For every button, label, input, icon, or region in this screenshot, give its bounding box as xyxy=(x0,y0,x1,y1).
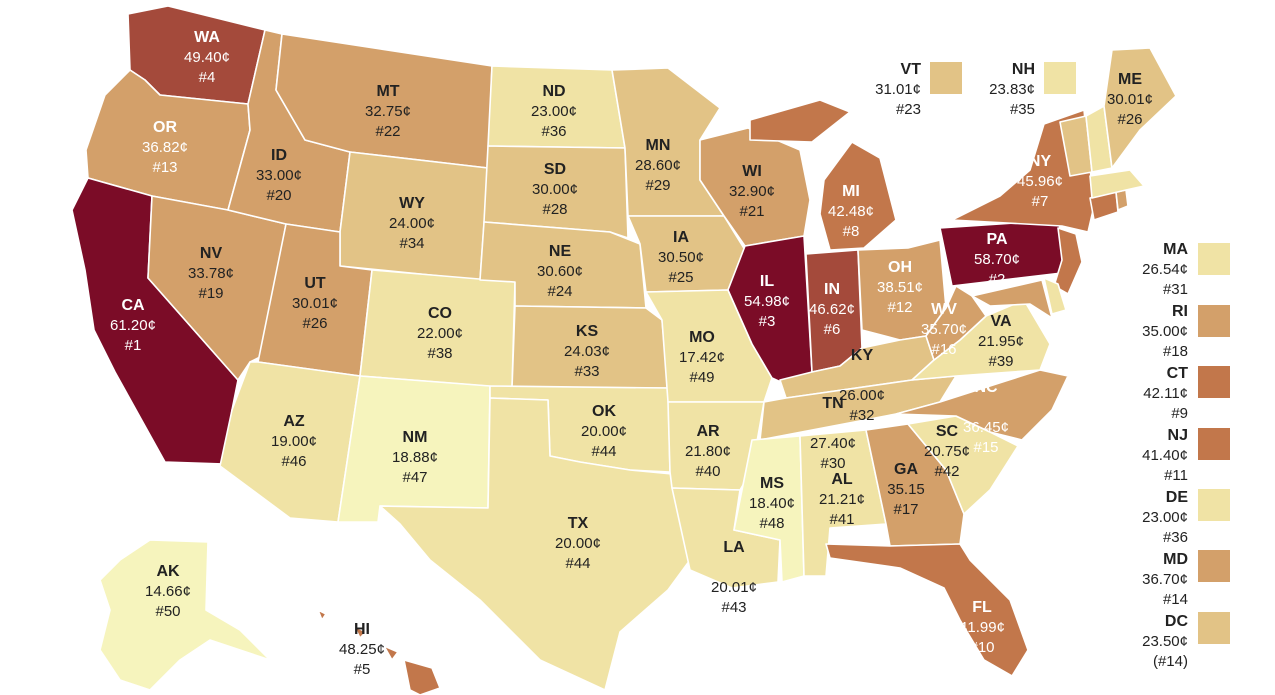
state-tn[interactable] xyxy=(759,375,957,441)
label-sd: SD 30.00¢ #28 xyxy=(532,161,578,218)
label-nc: NC 36.45¢ #15 xyxy=(963,379,1009,456)
callout-ma: MA 26.54¢ #31 xyxy=(1142,241,1188,298)
label-ks: KS 24.03¢ #33 xyxy=(564,323,610,380)
state-wv[interactable] xyxy=(925,285,987,361)
label-tx: TX 20.00¢ #44 xyxy=(555,515,601,572)
swatch-md xyxy=(1198,550,1230,582)
state-nc[interactable] xyxy=(895,369,1069,441)
callout-ri: RI 35.00¢ #18 xyxy=(1142,303,1188,360)
state-ak[interactable] xyxy=(99,539,271,691)
state-hi[interactable] xyxy=(317,609,441,695)
swatch-nj xyxy=(1198,428,1230,460)
label-nm: NM 18.88¢ #47 xyxy=(392,429,438,486)
label-il: IL 54.98¢ #3 xyxy=(744,273,790,330)
label-or: OR 36.82¢ #13 xyxy=(142,119,188,176)
label-ca: CA 61.20¢ #1 xyxy=(110,297,156,354)
swatch-ct xyxy=(1198,366,1230,398)
state-ri[interactable] xyxy=(1115,189,1129,211)
state-la[interactable] xyxy=(671,487,781,589)
label-oh: OH 38.51¢ #12 xyxy=(877,259,923,316)
label-ms: MS 18.40¢ #48 xyxy=(749,475,795,532)
label-pa: PA 58.70¢ #2 xyxy=(974,231,1020,288)
swatch-vt xyxy=(930,62,962,94)
callout-nj: NJ 41.40¢ #11 xyxy=(1142,427,1188,484)
label-ia: IA 30.50¢ #25 xyxy=(658,229,704,286)
label-wa: WA 49.40¢ #4 xyxy=(184,29,230,86)
swatch-dc xyxy=(1198,612,1230,644)
callout-md: MD 36.70¢ #14 xyxy=(1142,551,1188,608)
label-hi: HI 48.25¢ #5 xyxy=(339,621,385,678)
state-ny[interactable] xyxy=(951,109,1095,233)
label-mn: MN 28.60¢ #29 xyxy=(635,137,681,194)
state-tx[interactable] xyxy=(379,397,691,691)
callout-vt: VT 31.01¢ #23 xyxy=(875,61,921,118)
label-in: IN 46.62¢ #6 xyxy=(809,281,855,338)
label-al: AL 21.21¢ #41 xyxy=(819,471,865,528)
label-tn: TN 27.40¢ #30 xyxy=(810,395,856,472)
label-mt: MT 32.75¢ #22 xyxy=(365,83,411,140)
label-fl: FL 41.99¢ #10 xyxy=(959,599,1005,656)
state-ma[interactable] xyxy=(1089,169,1145,199)
label-ok: OK 20.00¢ #44 xyxy=(581,403,627,460)
state-de[interactable] xyxy=(1043,277,1067,315)
label-id: ID 33.00¢ #20 xyxy=(256,147,302,204)
label-ut: UT 30.01¢ #26 xyxy=(292,275,338,332)
callout-de: DE 23.00¢ #36 xyxy=(1142,489,1188,546)
label-va: VA 21.95¢ #39 xyxy=(978,313,1024,370)
label-me: ME 30.01¢ #26 xyxy=(1107,71,1153,128)
label-ga: GA 35.15 #17 xyxy=(887,461,925,518)
label-wy: WY 24.00¢ #34 xyxy=(389,195,435,252)
state-mi[interactable] xyxy=(749,99,897,251)
label-mi: MI 42.48¢ #8 xyxy=(828,183,874,240)
label-mo: MO 17.42¢ #49 xyxy=(679,329,725,386)
label-az: AZ 19.00¢ #46 xyxy=(271,413,317,470)
label-nd: ND 23.00¢ #36 xyxy=(531,83,577,140)
swatch-de xyxy=(1198,489,1230,521)
state-nj[interactable] xyxy=(1053,227,1083,295)
state-me[interactable] xyxy=(1103,47,1177,169)
label-co: CO 22.00¢ #38 xyxy=(417,305,463,362)
label-la: LA 20.01¢ #43 xyxy=(711,539,757,616)
label-ny: NY 45.96¢ #7 xyxy=(1017,153,1063,210)
label-sc: SC 20.75¢ #42 xyxy=(924,423,970,480)
state-fl[interactable] xyxy=(825,543,1029,677)
label-ak: AK 14.66¢ #50 xyxy=(145,563,191,620)
label-ar: AR 21.80¢ #40 xyxy=(685,423,731,480)
label-ne: NE 30.60¢ #24 xyxy=(537,243,583,300)
label-wv: WV 35.70¢ #16 xyxy=(921,301,967,358)
callout-dc: DC 23.50¢ (#14) xyxy=(1142,613,1188,670)
swatch-nh xyxy=(1044,62,1076,94)
state-md[interactable] xyxy=(971,279,1053,319)
callout-ct: CT 42.11¢ #9 xyxy=(1143,365,1188,422)
swatch-ma xyxy=(1198,243,1230,275)
label-wi: WI 32.90¢ #21 xyxy=(729,163,775,220)
label-nv: NV 33.78¢ #19 xyxy=(188,245,234,302)
swatch-ri xyxy=(1198,305,1230,337)
label-ky: KY 26.00¢ #32 xyxy=(839,347,885,424)
callout-nh: NH 23.83¢ #35 xyxy=(989,61,1035,118)
